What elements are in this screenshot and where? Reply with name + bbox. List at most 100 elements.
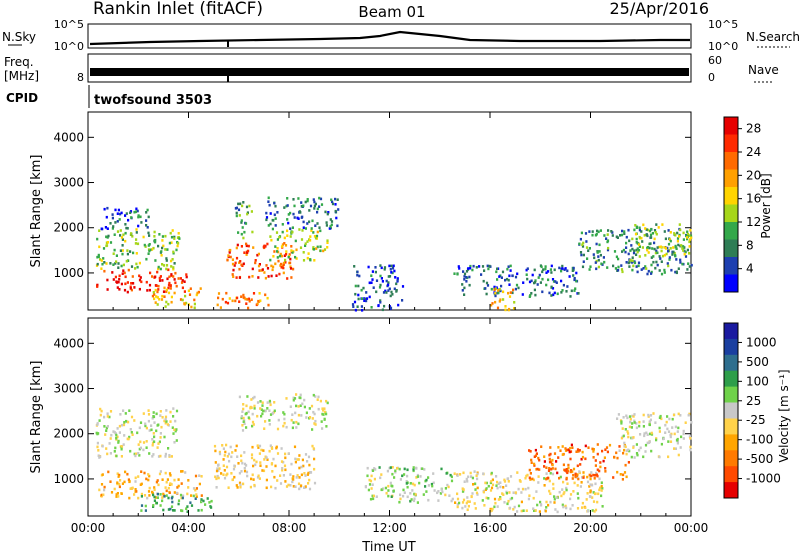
velocity-echo-cell <box>409 492 412 495</box>
power-echo-cell <box>354 292 357 296</box>
power-echo-cell <box>158 233 161 236</box>
power-echo-cell <box>677 243 680 247</box>
velocity-echo-cell <box>662 437 665 440</box>
power-echo-cell <box>231 273 234 276</box>
velocity-echo-cell <box>276 479 279 482</box>
power-echo-cell <box>676 239 679 243</box>
power-echo-cell <box>283 236 286 240</box>
velocity-echo-cell <box>299 393 302 397</box>
velocity-echo-cell <box>109 410 113 413</box>
velocity-echo-cell <box>485 487 488 490</box>
power-echo-cell <box>272 255 275 258</box>
velocity-echo-cell <box>214 449 217 453</box>
velocity-echo-cell <box>291 480 294 484</box>
velocity-echo-cell <box>632 415 635 418</box>
velocity-echo-cell <box>514 491 517 494</box>
velocity-echo-cell <box>225 465 229 469</box>
velocity-echo-cell <box>168 454 171 457</box>
velocity-echo-cell <box>139 483 142 486</box>
velocity-echo-cell <box>268 399 271 403</box>
velocity-echo-cell <box>166 423 169 426</box>
velocity-echo-cell <box>497 482 500 485</box>
velocity-echo-cell <box>535 490 538 493</box>
power-echo-cell <box>309 235 312 238</box>
velocity-echo-cell <box>538 468 541 471</box>
power-echo-cell <box>105 262 108 265</box>
velocity-echo-cell <box>638 424 641 428</box>
velocity-echo-cell <box>200 500 203 504</box>
power-echo-cell <box>270 264 273 268</box>
velocity-echo-cell <box>296 474 299 477</box>
power-echo-cell <box>261 268 264 271</box>
velocity-echo-cell <box>674 447 677 450</box>
power-echo-cell <box>462 270 465 273</box>
velocity-echo-cell <box>632 436 635 439</box>
power-echo-cell <box>624 250 627 254</box>
velocity-echo-cell <box>262 449 265 452</box>
power-echo-cell <box>183 290 186 293</box>
power-echo-cell <box>617 268 620 272</box>
power-echo-cell <box>167 302 170 306</box>
velocity-echo-cell <box>664 423 667 427</box>
power-echo-cell <box>279 264 282 267</box>
velocity-echo-cell <box>659 414 662 418</box>
velocity-echo-cell <box>168 491 171 494</box>
power-echo-cell <box>257 264 261 268</box>
velocity-echo-cell <box>131 486 134 490</box>
power-echo-cell <box>541 277 544 281</box>
velocity-echo-cell <box>599 465 602 469</box>
velocity-ylabel: Slant Range [km] <box>29 361 44 474</box>
power-echo-cell <box>565 290 568 293</box>
power-echo-cell <box>299 211 302 214</box>
velocity-echo-cell <box>127 420 130 424</box>
power-echo-cell <box>123 288 127 292</box>
velocity-echo-cell <box>572 467 576 471</box>
velocity-echo-cell <box>364 485 367 489</box>
power-echo-cell <box>507 265 510 268</box>
velocity-echo-cell <box>589 477 592 481</box>
velocity-echo-cell <box>440 488 443 491</box>
velocity-echo-cell <box>230 455 233 459</box>
velocity-echo-cell <box>129 487 132 490</box>
velocity-echo-cell <box>545 506 548 509</box>
power-echo-cell <box>114 208 117 212</box>
velocity-echo-cell <box>448 494 451 497</box>
power-echo-cell <box>162 244 165 248</box>
power-echo-cell <box>588 230 591 233</box>
power-echo-cell <box>661 223 664 226</box>
power-echo-cell <box>250 210 253 213</box>
velocity-echo-cell <box>528 468 531 472</box>
velocity-echo-cell <box>650 433 654 436</box>
velocity-echo-cell <box>673 447 676 450</box>
velocity-echo-cell <box>265 456 268 459</box>
power-echo-cell <box>627 252 630 256</box>
power-echo-cell <box>463 275 466 278</box>
velocity-echo-cell <box>253 395 256 399</box>
power-echo-cell <box>265 216 269 219</box>
velocity-echo-cell <box>562 492 565 496</box>
power-echo-cell <box>361 309 364 312</box>
velocity-echo-cell <box>186 492 189 496</box>
power-echo-cell <box>387 283 390 287</box>
velocity-echo-cell <box>115 433 118 437</box>
power-echo-cell <box>635 226 638 229</box>
velocity-echo-cell <box>303 486 306 489</box>
power-echo-cell <box>167 286 170 290</box>
velocity-echo-cell <box>475 491 479 495</box>
power-echo-cell <box>637 261 641 265</box>
velocity-echo-cell <box>528 476 531 480</box>
power-y-tick-label: 1000 <box>53 266 84 280</box>
velocity-echo-cell <box>579 463 582 466</box>
velocity-echo-cell <box>520 509 523 513</box>
velocity-echo-cell <box>416 475 419 478</box>
velocity-echo-cell <box>494 501 497 505</box>
power-echo-cell <box>487 267 490 271</box>
power-echo-cell <box>368 281 371 285</box>
power-echo-cell <box>480 273 483 276</box>
power-echo-cell <box>498 288 501 291</box>
power-echo-cell <box>674 270 677 274</box>
power-echo-cell <box>162 290 166 293</box>
velocity-echo-cell <box>474 488 477 491</box>
velocity-echo-cell <box>268 409 271 412</box>
power-echo-cell <box>165 259 168 262</box>
